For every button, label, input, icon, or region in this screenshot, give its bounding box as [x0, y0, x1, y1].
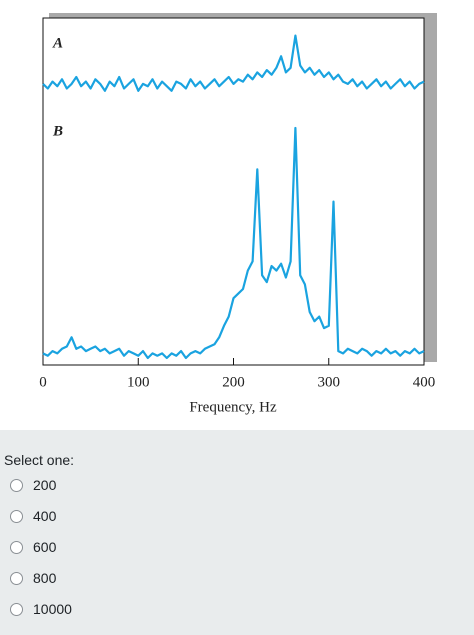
option-label[interactable]: 600: [33, 539, 57, 555]
x-tick-label: 100: [127, 374, 150, 390]
radio-button[interactable]: [10, 478, 23, 492]
option[interactable]: 200: [10, 475, 56, 495]
option-label[interactable]: 200: [33, 477, 57, 493]
option[interactable]: 10000: [10, 599, 72, 619]
option[interactable]: 600: [10, 537, 56, 557]
trace: [42, 34, 425, 92]
radio-button[interactable]: [10, 602, 23, 616]
radio-button[interactable]: [10, 509, 23, 523]
x-tick-label: 0: [39, 374, 47, 390]
panel-label: A: [52, 35, 63, 51]
x-axis-label: Frequency, Hz: [189, 399, 277, 415]
prompt: Select one:: [4, 452, 75, 468]
x-tick-label: 300: [318, 374, 341, 390]
plot-frame: [42, 17, 425, 366]
x-tick-label: 200: [222, 374, 245, 390]
option[interactable]: 400: [10, 506, 56, 526]
figure: Frequency, Hz 0 100 200 300 400 A B: [0, 0, 474, 430]
option[interactable]: 800: [10, 568, 56, 588]
radio-button[interactable]: [10, 540, 23, 554]
option-label[interactable]: 400: [33, 508, 57, 524]
x-tick-label: 400: [413, 374, 436, 390]
radio-button[interactable]: [10, 571, 23, 585]
option-label[interactable]: 10000: [33, 601, 72, 617]
panel-label: B: [52, 123, 63, 139]
trace: [42, 126, 425, 360]
option-label[interactable]: 800: [33, 570, 57, 586]
chart: Frequency, Hz 0 100 200 300 400 A B: [39, 13, 437, 415]
